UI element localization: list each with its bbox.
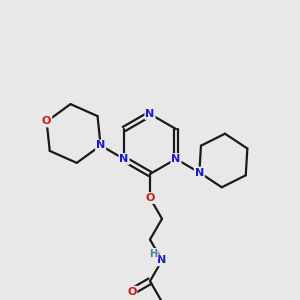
- Text: O: O: [145, 193, 155, 203]
- Text: N: N: [119, 154, 129, 164]
- Text: O: O: [42, 116, 51, 127]
- Text: N: N: [171, 154, 181, 164]
- Text: O: O: [127, 286, 136, 297]
- Text: N: N: [146, 109, 154, 119]
- Text: N: N: [195, 167, 204, 178]
- Text: N: N: [158, 255, 166, 266]
- Text: N: N: [96, 140, 105, 151]
- Text: H: H: [149, 249, 158, 259]
